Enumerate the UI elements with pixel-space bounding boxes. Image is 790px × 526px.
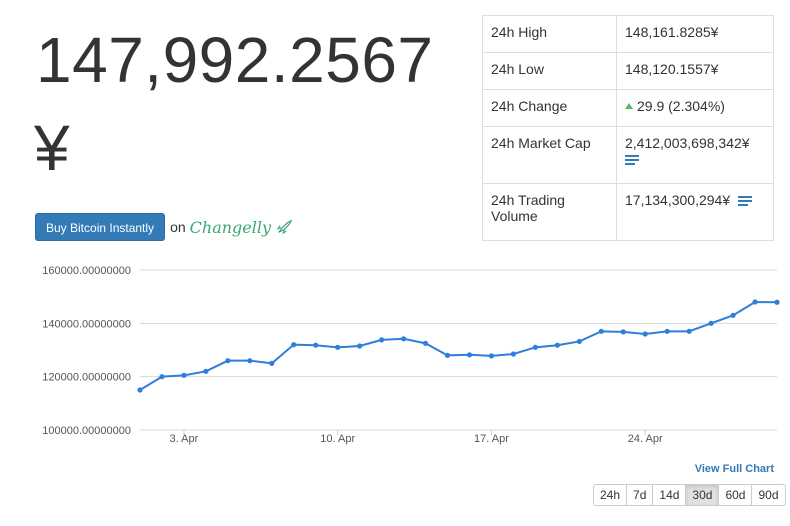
data-point: [444, 352, 451, 358]
volume-value: 17,134,300,294¥: [625, 192, 731, 208]
data-point: [247, 358, 253, 364]
view-full-chart-link[interactable]: View Full Chart: [694, 463, 774, 475]
data-point: [269, 360, 275, 366]
y-tick-label: 140000.00000000: [42, 318, 131, 330]
buy-bitcoin-button[interactable]: Buy Bitcoin Instantly: [35, 213, 166, 241]
range-30d-button[interactable]: 30d: [685, 484, 720, 506]
data-point: [466, 352, 473, 358]
data-point: [137, 387, 143, 393]
currency-symbol: ¥: [34, 112, 70, 184]
x-tick-label: 10. Apr: [320, 433, 355, 445]
price-chart[interactable]: 160000.00000000 140000.00000000 120000.000…: [0, 255, 790, 445]
stats-row-change: 24h Change 29.9 (2.304%): [482, 89, 774, 127]
bars-icon[interactable]: [738, 194, 752, 208]
data-point: [225, 358, 231, 364]
stat-label: 24h Trading Volume: [482, 183, 617, 241]
data-point: [181, 372, 187, 378]
stats-row-low: 24h Low 148,120.1557¥: [482, 52, 774, 90]
y-tick-label: 120000.00000000: [42, 372, 131, 384]
data-point: [598, 328, 604, 334]
stat-value: 148,161.8285¥: [616, 15, 774, 53]
stat-value-volume: 17,134,300,294¥: [616, 183, 774, 241]
stats-row-high: 24h High 148,161.8285¥: [482, 15, 774, 53]
data-point: [291, 342, 297, 348]
range-14d-button[interactable]: 14d: [652, 484, 687, 506]
data-point: [708, 320, 714, 326]
stat-value: 148,120.1557¥: [616, 52, 774, 90]
y-tick-label: 100000.00000000: [42, 425, 131, 437]
x-tick-label: 3. Apr: [170, 433, 199, 445]
change-value: 29.9 (2.304%): [637, 98, 725, 114]
data-point: [730, 312, 736, 318]
on-text: on: [170, 219, 186, 235]
data-point: [335, 344, 341, 350]
price-value: 147,992.2567: [36, 24, 434, 96]
range-90d-button[interactable]: 90d: [751, 484, 786, 506]
data-point: [488, 353, 495, 359]
stats-table: 24h High 148,161.8285¥ 24h Low 148,120.1…: [482, 15, 774, 241]
data-point: [422, 340, 429, 346]
stat-value-market-cap: 2,412,003,698,342¥: [616, 126, 774, 184]
data-point: [642, 331, 648, 337]
data-point: [159, 374, 165, 380]
y-tick-label: 160000.00000000: [42, 265, 131, 277]
range-60d-button[interactable]: 60d: [718, 484, 753, 506]
range-selector: 24h 7d 14d 30d 60d 90d: [593, 484, 786, 506]
range-7d-button[interactable]: 7d: [626, 484, 654, 506]
x-tick-label: 24. Apr: [628, 433, 663, 445]
stats-row-volume: 24h Trading Volume 17,134,300,294¥: [482, 183, 774, 241]
data-point: [400, 336, 407, 342]
stats-row-market-cap: 24h Market Cap 2,412,003,698,342¥: [482, 126, 774, 184]
data-point: [620, 329, 626, 335]
buy-row: Buy Bitcoin Instantly on Changelly: [35, 213, 293, 241]
data-point: [664, 328, 670, 334]
triangle-up-icon: [625, 103, 633, 110]
stat-label: 24h Low: [482, 52, 617, 90]
changelly-logo[interactable]: Changelly: [190, 218, 293, 237]
data-point: [774, 299, 780, 305]
stat-label: 24h High: [482, 15, 617, 53]
data-point: [379, 337, 385, 343]
rocket-icon: [276, 219, 293, 235]
data-point: [686, 328, 692, 334]
data-point: [357, 343, 363, 349]
bars-icon[interactable]: [625, 153, 639, 167]
range-24h-button[interactable]: 24h: [593, 484, 628, 506]
data-point: [203, 368, 209, 374]
data-point: [313, 342, 319, 348]
changelly-logo-text: Changelly: [189, 217, 272, 237]
series-line: [139, 300, 778, 391]
data-point: [510, 351, 517, 357]
stat-label: 24h Change: [482, 89, 617, 127]
market-cap-value: 2,412,003,698,342¥: [625, 135, 750, 151]
stat-label: 24h Market Cap: [482, 126, 617, 184]
x-tick-label: 17. Apr: [474, 433, 509, 445]
stat-value-change: 29.9 (2.304%): [616, 89, 774, 127]
data-point: [576, 338, 582, 345]
data-point: [554, 342, 560, 348]
data-point: [532, 344, 538, 350]
data-point: [752, 299, 758, 305]
